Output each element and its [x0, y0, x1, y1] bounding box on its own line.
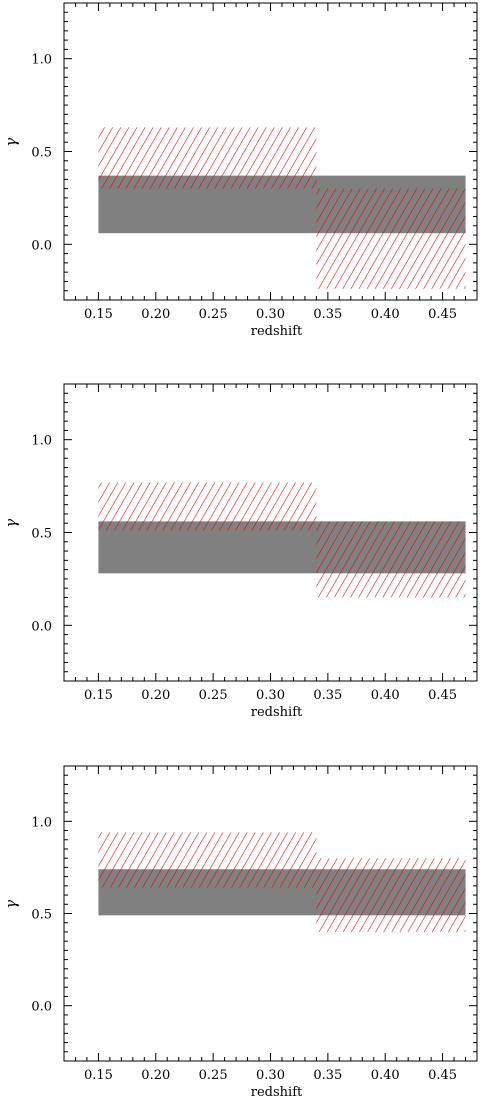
y-tick-label: 0.0 — [31, 238, 52, 253]
x-tick-label: 0.20 — [141, 1068, 170, 1083]
chart-panel-1: 0.15 0.20 0.25 0.30 0.35 0.40 0.45 0.0 0.5 1.0 red… — [2, 2, 478, 339]
x-tick-label: 0.45 — [428, 688, 457, 703]
x-axis-label: redshift — [251, 705, 303, 720]
x-tick-label: 0.15 — [84, 1068, 113, 1083]
x-axis-label: redshift — [251, 324, 303, 339]
chart-panel-3: 0.15 0.20 0.25 0.30 0.35 0.40 0.45 0.0 0.5 1.0 red… — [2, 765, 478, 1100]
x-tick-label: 0.30 — [256, 688, 285, 703]
x-tick-label: 0.15 — [84, 688, 113, 703]
y-tick-label: 0.5 — [31, 908, 52, 923]
x-tick-label: 0.40 — [371, 1068, 400, 1083]
x-tick-label: 0.20 — [141, 688, 170, 703]
hatched-box-2 — [316, 521, 466, 598]
x-tick-label: 0.20 — [141, 307, 170, 322]
hatched-box-2 — [316, 188, 466, 289]
x-tick-label: 0.30 — [256, 1068, 285, 1083]
hatched-box-1 — [98, 127, 317, 189]
x-tick-label: 0.40 — [371, 688, 400, 703]
y-tick-label: 0.0 — [31, 1000, 52, 1015]
y-axis-label: γ — [2, 138, 20, 147]
y-axis-label: γ — [2, 900, 20, 909]
hatched-box-1 — [98, 832, 317, 888]
x-tick-label: 0.35 — [313, 1068, 342, 1083]
y-tick-label: 1.0 — [31, 815, 52, 830]
x-tick-label: 0.40 — [371, 307, 400, 322]
chart-panel-2: 0.15 0.20 0.25 0.30 0.35 0.40 0.45 0.0 0.5 1.0 red… — [2, 383, 478, 720]
y-tick-label: 1.0 — [31, 434, 52, 449]
y-tick-label: 0.0 — [31, 619, 52, 634]
y-tick-label: 0.5 — [31, 527, 52, 542]
x-axis-label: redshift — [251, 1085, 303, 1100]
hatched-box-1 — [98, 482, 317, 531]
y-axis-label: γ — [2, 519, 20, 528]
y-tick-label: 0.5 — [31, 146, 52, 161]
hatched-box-2 — [316, 858, 466, 932]
x-tick-label: 0.35 — [313, 688, 342, 703]
x-tick-label: 0.25 — [199, 1068, 228, 1083]
x-tick-label: 0.25 — [199, 307, 228, 322]
x-tick-label: 0.15 — [84, 307, 113, 322]
x-tick-label: 0.45 — [428, 307, 457, 322]
x-tick-label: 0.25 — [199, 688, 228, 703]
x-tick-label: 0.45 — [428, 1068, 457, 1083]
x-tick-label: 0.30 — [256, 307, 285, 322]
y-tick-label: 1.0 — [31, 53, 52, 68]
x-tick-label: 0.35 — [313, 307, 342, 322]
